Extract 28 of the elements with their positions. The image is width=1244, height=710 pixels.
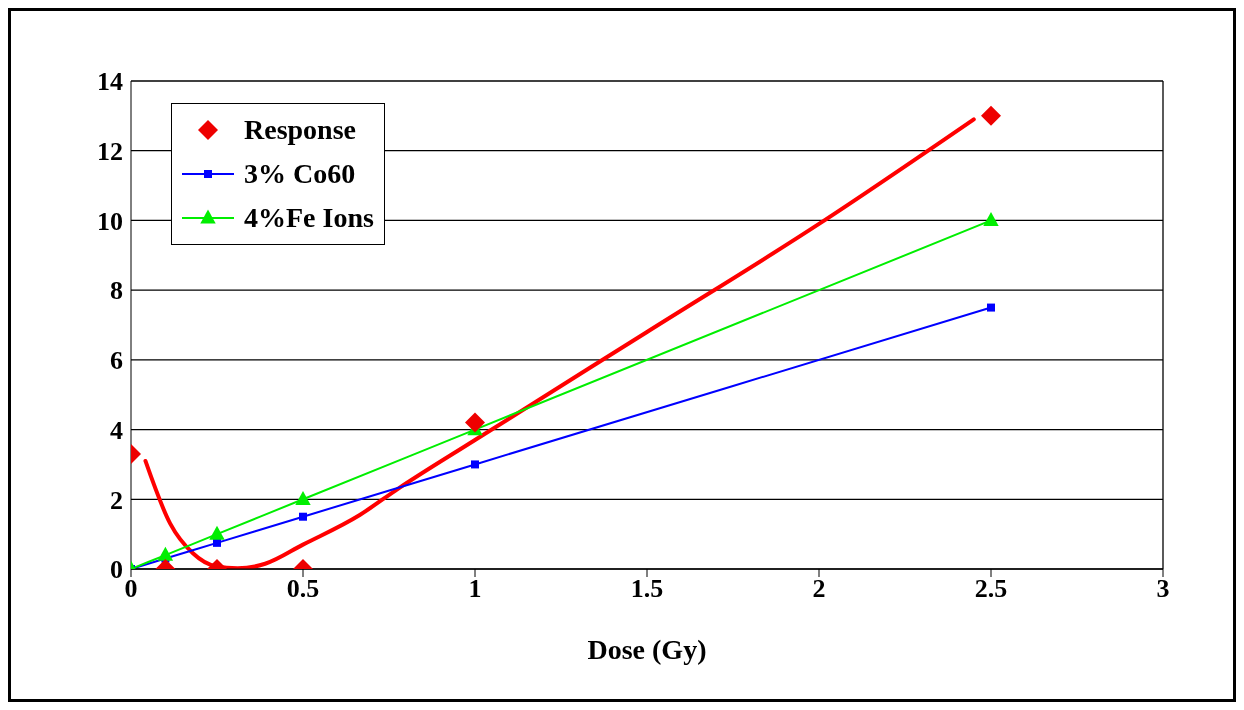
- y-tick-label: 2: [110, 485, 123, 515]
- legend-label: 4%Fe Ions: [244, 202, 374, 234]
- y-tick-label: 14: [97, 67, 123, 97]
- point: [981, 105, 1001, 126]
- point: [471, 460, 479, 469]
- legend-label: 3% Co60: [244, 158, 356, 190]
- y-tick-label: 6: [110, 346, 123, 376]
- point: [465, 412, 485, 433]
- y-tick-label: 4: [110, 415, 123, 445]
- x-tick-label: 1: [468, 574, 482, 604]
- point: [295, 490, 311, 505]
- legend-label: Response: [244, 114, 357, 146]
- x-tick-label: 0.5: [286, 574, 320, 604]
- x-tick-label: 2.5: [974, 574, 1008, 604]
- point: [209, 525, 225, 540]
- point: [157, 546, 174, 561]
- x-tick-label: 2: [812, 574, 826, 604]
- y-tick-label: 0: [110, 555, 123, 585]
- x-axis-title: Dose (Gy): [587, 634, 707, 665]
- y-tick-label: 8: [110, 276, 123, 306]
- y-tick-label: 12: [97, 136, 123, 166]
- x-tick-label: 1.5: [630, 574, 664, 604]
- point: [983, 212, 999, 227]
- point: [987, 303, 995, 312]
- y-tick-label: 10: [97, 206, 123, 236]
- point: [299, 512, 307, 521]
- x-tick-label: 3: [1156, 574, 1170, 604]
- line-series: [143, 117, 976, 569]
